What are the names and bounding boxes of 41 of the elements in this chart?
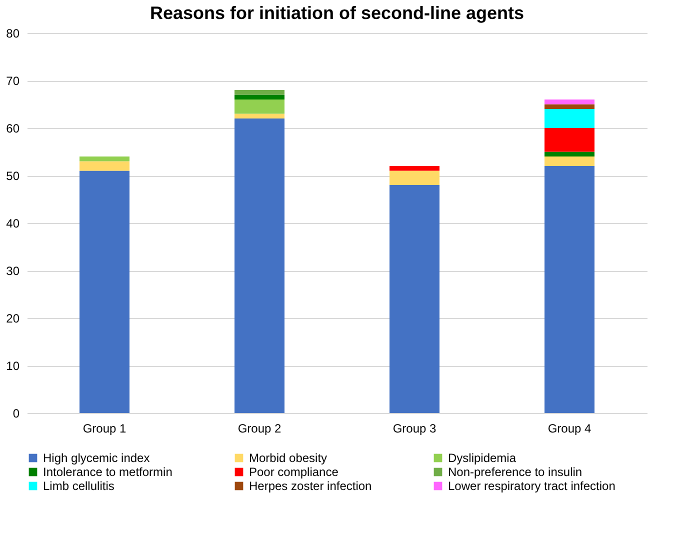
bar <box>80 156 130 162</box>
legend-label: Dyslipidemia <box>448 451 516 465</box>
bar <box>544 128 594 152</box>
bar <box>544 104 594 109</box>
bar <box>390 185 440 413</box>
legend-label: Intolerance to metformin <box>43 465 172 479</box>
bar <box>544 100 594 104</box>
bar <box>390 166 440 171</box>
legend-label: Limb cellulitis <box>43 479 114 493</box>
bar <box>544 109 594 128</box>
y-tick-label: 20 <box>6 312 20 326</box>
legend-label: Morbid obesity <box>249 451 328 465</box>
bar <box>234 100 284 114</box>
x-tick-label: Group 1 <box>82 422 127 436</box>
legend-label: Herpes zoster infection <box>249 479 372 493</box>
y-tick-label: 30 <box>6 264 20 278</box>
bar <box>234 94 284 100</box>
legend-label: Poor compliance <box>249 465 339 479</box>
y-tick-label: 40 <box>6 216 20 230</box>
y-tick-label: 70 <box>6 74 20 88</box>
bar <box>544 156 594 166</box>
bar <box>80 170 130 413</box>
bar <box>80 161 130 171</box>
bar <box>234 118 284 413</box>
y-tick-label: 60 <box>6 122 20 136</box>
bar <box>234 114 284 118</box>
chart-title: Reasons for initiation of second-line agents <box>150 3 524 23</box>
legend-label: Non-preference to insulin <box>448 465 582 479</box>
y-tick-label: 0 <box>12 406 20 420</box>
y-tick-label: 80 <box>6 26 20 40</box>
bar <box>390 170 440 185</box>
x-tick-label: Group 2 <box>238 422 282 436</box>
legend-label: High glycemic index <box>43 451 150 465</box>
x-tick-label: Group 4 <box>548 422 592 436</box>
y-tick-label: 50 <box>6 169 20 183</box>
bar <box>234 90 284 95</box>
bar <box>544 152 594 156</box>
bar <box>544 166 594 413</box>
legend-label: Lower respiratory tract infection <box>448 479 616 493</box>
y-tick-label: 10 <box>6 359 20 373</box>
x-tick-label: Group 3 <box>392 422 437 436</box>
